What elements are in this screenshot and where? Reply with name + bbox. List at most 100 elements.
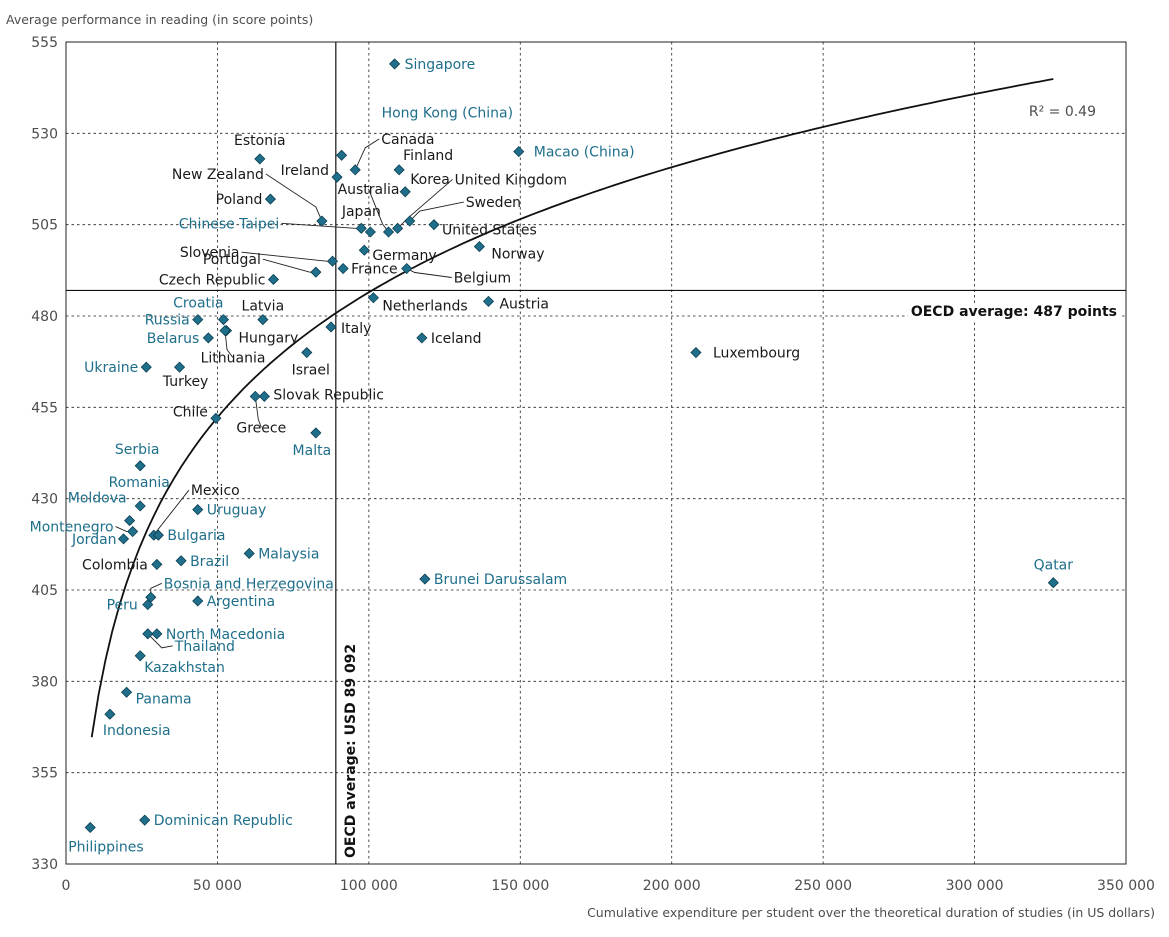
point-australia	[382, 226, 395, 238]
point-montenegro	[127, 525, 139, 538]
label-thailand: Thailand	[174, 639, 235, 655]
point-brunei-darussalam	[419, 573, 431, 585]
trend-line: R² = 0.49	[90, 78, 1096, 738]
x-tick-label: 100 000	[340, 878, 398, 894]
label-brazil: Brazil	[190, 554, 229, 570]
label-indonesia: Indonesia	[103, 723, 171, 739]
label-serbia: Serbia	[115, 442, 160, 458]
x-tick-label: 0	[62, 878, 71, 894]
label-finland: Finland	[403, 148, 453, 164]
point-korea	[399, 186, 411, 198]
label-uruguay: Uruguay	[207, 503, 267, 519]
point-chinese-taipei	[355, 222, 367, 234]
label-austria: Austria	[499, 296, 548, 312]
point-belgium	[401, 262, 413, 275]
point-greece	[249, 390, 261, 402]
point-kazakhstan	[134, 650, 146, 662]
label-montenegro: Montenegro	[30, 520, 114, 536]
point-belarus	[202, 332, 214, 344]
label-luxembourg: Luxembourg	[713, 346, 800, 362]
label-jordan: Jordan	[71, 532, 117, 548]
leader-portugal	[262, 258, 316, 273]
label-united-kingdom: United Kingdom	[455, 172, 567, 188]
label-japan: Japan	[341, 204, 381, 220]
point-turkey	[174, 361, 186, 373]
plot-frame	[65, 41, 1127, 865]
point-singapore	[389, 58, 401, 70]
y-axis-title: Average performance in reading (in score…	[6, 12, 313, 27]
label-turkey: Turkey	[162, 374, 209, 390]
label-romania: Romania	[109, 475, 170, 491]
data-points	[84, 58, 1059, 834]
point-slovenia	[326, 255, 339, 267]
point-latvia	[257, 314, 269, 326]
label-kazakhstan: Kazakhstan	[144, 660, 225, 676]
label-qatar: Qatar	[1034, 558, 1074, 574]
oecd-average-points-label: OECD average: 487 points	[911, 304, 1117, 320]
label-france: France	[351, 262, 398, 278]
leader-canada	[354, 138, 380, 171]
oecd-average-lines: OECD average: 487 points OECD average: U…	[66, 42, 1126, 864]
point-peru	[142, 599, 154, 611]
point-ireland	[331, 171, 343, 183]
y-tick-label: 430	[31, 492, 58, 508]
label-lithuania: Lithuania	[201, 351, 266, 367]
label-malta: Malta	[293, 443, 332, 459]
point-estonia	[254, 153, 266, 165]
point-brazil	[175, 555, 187, 567]
x-tick-label: 300 000	[946, 878, 1004, 894]
label-united-states: United States	[442, 223, 537, 239]
y-tick-label: 555	[31, 35, 58, 51]
label-hungary: Hungary	[239, 331, 299, 347]
y-tick-label: 480	[31, 309, 58, 325]
label-chinese-taipei: Chinese Taipei	[179, 216, 279, 232]
y-tick-label: 355	[31, 766, 58, 782]
label-dominican-republic: Dominican Republic	[154, 813, 293, 829]
label-singapore: Singapore	[405, 57, 476, 73]
point-sweden	[404, 215, 416, 227]
point-france	[337, 262, 349, 275]
point-philippines	[84, 821, 96, 834]
x-tick-label: 250 000	[794, 878, 852, 894]
point-romania	[134, 500, 146, 512]
point-netherlands	[367, 292, 379, 304]
label-israel: Israel	[292, 363, 330, 379]
x-tick-label: 200 000	[643, 878, 701, 894]
point-thailand	[142, 628, 154, 640]
label-argentina: Argentina	[207, 594, 275, 610]
point-moldova	[124, 515, 136, 527]
r-squared-label: R² = 0.49	[1029, 104, 1096, 120]
y-tick-label: 330	[31, 857, 58, 873]
label-philippines: Philippines	[68, 839, 143, 855]
label-bosnia-and-herzegovina: Bosnia and Herzegovina	[164, 576, 334, 592]
label-moldova: Moldova	[68, 491, 127, 507]
label-new-zealand: New Zealand	[172, 167, 264, 183]
point-chile	[210, 412, 222, 424]
point-finland	[393, 164, 405, 176]
y-tick-label: 505	[31, 218, 58, 234]
label-north-macedonia: North Macedonia	[166, 627, 285, 643]
point-ukraine	[140, 361, 152, 373]
label-mexico: Mexico	[191, 483, 240, 499]
point-italy	[325, 321, 337, 333]
point-hong-kong-china	[336, 149, 348, 161]
label-belarus: Belarus	[147, 331, 200, 347]
label-greece: Greece	[236, 420, 286, 436]
point-colombia	[151, 558, 163, 570]
point-slovak-republic	[258, 390, 270, 402]
point-canada	[349, 164, 361, 176]
label-malaysia: Malaysia	[258, 546, 319, 562]
point-portugal	[310, 266, 322, 278]
label-norway: Norway	[491, 247, 544, 263]
label-latvia: Latvia	[242, 299, 285, 315]
leader-belgium	[406, 268, 452, 278]
point-macao-china	[513, 146, 525, 158]
label-panama: Panama	[136, 691, 192, 707]
x-tick-label: 350 000	[1097, 878, 1155, 894]
point-iceland	[416, 332, 428, 344]
label-croatia: Croatia	[173, 296, 223, 312]
label-colombia: Colombia	[82, 557, 148, 573]
point-israel	[301, 346, 313, 359]
oecd-average-label-background	[907, 303, 1120, 321]
